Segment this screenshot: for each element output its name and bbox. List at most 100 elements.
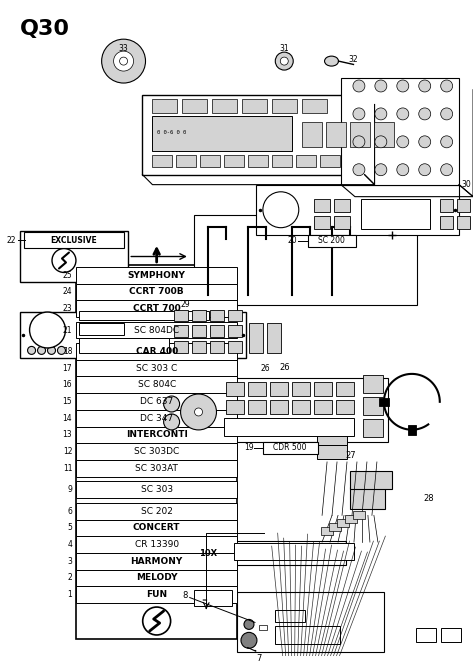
Bar	[19, 231, 128, 281]
Bar	[194, 215, 417, 305]
Bar	[153, 116, 292, 151]
Bar	[296, 155, 316, 167]
Bar	[457, 216, 470, 229]
Bar	[176, 155, 196, 167]
Bar	[212, 99, 237, 113]
Circle shape	[143, 607, 171, 635]
Text: 24: 24	[63, 287, 73, 296]
Circle shape	[27, 346, 36, 354]
Bar	[76, 570, 237, 586]
Bar	[237, 592, 383, 653]
Text: 5: 5	[67, 523, 73, 533]
Bar	[156, 379, 388, 442]
Text: 29: 29	[181, 300, 191, 309]
Circle shape	[101, 39, 146, 83]
Ellipse shape	[325, 56, 338, 66]
Bar	[76, 482, 237, 498]
Bar	[270, 400, 288, 414]
Text: SYMPHONY: SYMPHONY	[128, 271, 186, 279]
Bar	[329, 523, 341, 531]
FancyBboxPatch shape	[24, 232, 124, 249]
Bar	[275, 626, 340, 645]
Circle shape	[275, 52, 293, 70]
Text: 25: 25	[63, 271, 73, 279]
Bar	[374, 122, 394, 147]
Text: SC 303 C: SC 303 C	[136, 364, 177, 373]
Bar	[210, 310, 224, 322]
Bar	[302, 99, 327, 113]
Text: 7: 7	[256, 655, 261, 663]
Bar	[227, 382, 245, 396]
Bar	[192, 326, 206, 338]
Text: 26: 26	[260, 364, 270, 373]
Bar	[267, 324, 281, 353]
Circle shape	[397, 80, 409, 92]
Text: 16: 16	[63, 381, 73, 389]
Bar	[76, 427, 237, 444]
Bar	[263, 442, 318, 454]
Bar	[256, 185, 459, 234]
Text: CONCERT: CONCERT	[133, 523, 181, 533]
Circle shape	[375, 163, 387, 176]
Circle shape	[280, 57, 288, 65]
Circle shape	[353, 80, 365, 92]
Circle shape	[419, 163, 431, 176]
Text: INTERCONTI: INTERCONTI	[126, 430, 188, 440]
Bar	[227, 400, 245, 414]
Circle shape	[37, 346, 46, 354]
Text: =: =	[201, 597, 207, 603]
Bar	[336, 382, 354, 396]
Circle shape	[375, 136, 387, 148]
Bar	[320, 155, 340, 167]
Bar	[379, 398, 389, 406]
Bar	[248, 400, 266, 414]
Bar	[210, 326, 224, 338]
Circle shape	[194, 408, 202, 416]
Bar	[275, 610, 305, 622]
Bar	[182, 99, 207, 113]
Bar	[228, 310, 242, 322]
Bar	[234, 543, 354, 561]
Bar	[76, 360, 237, 377]
Bar	[76, 519, 237, 536]
Bar	[457, 199, 470, 212]
Text: SC 200: SC 200	[319, 237, 345, 245]
Text: SC 804DC: SC 804DC	[134, 326, 179, 334]
Bar	[363, 419, 383, 437]
Circle shape	[375, 108, 387, 120]
Bar	[228, 342, 242, 353]
Circle shape	[47, 346, 55, 354]
Text: 10X: 10X	[200, 549, 218, 557]
Text: 21: 21	[63, 326, 73, 334]
Bar	[228, 326, 242, 338]
Bar	[76, 267, 237, 283]
Bar	[440, 199, 453, 212]
Text: CDR 500: CDR 500	[273, 444, 307, 452]
Bar	[19, 312, 246, 358]
Circle shape	[52, 249, 76, 273]
Text: 8: 8	[182, 591, 187, 600]
Bar	[336, 400, 354, 414]
Text: SC 303: SC 303	[141, 485, 173, 494]
Text: SC 303DC: SC 303DC	[134, 447, 179, 456]
Bar	[174, 310, 188, 322]
Bar	[192, 342, 206, 353]
Bar	[143, 94, 365, 175]
Circle shape	[29, 312, 65, 348]
Circle shape	[263, 192, 299, 228]
Circle shape	[419, 80, 431, 92]
Bar	[350, 471, 392, 488]
Text: HARMONY: HARMONY	[130, 557, 183, 565]
Circle shape	[419, 136, 431, 148]
Circle shape	[353, 136, 365, 148]
Text: 15: 15	[63, 397, 73, 406]
Bar	[210, 342, 224, 353]
Circle shape	[114, 51, 134, 71]
Bar	[361, 199, 430, 229]
Bar	[76, 343, 237, 360]
Bar	[194, 541, 346, 565]
Circle shape	[353, 163, 365, 176]
Text: 2: 2	[68, 574, 73, 582]
Bar	[174, 342, 188, 353]
Bar	[314, 199, 330, 212]
